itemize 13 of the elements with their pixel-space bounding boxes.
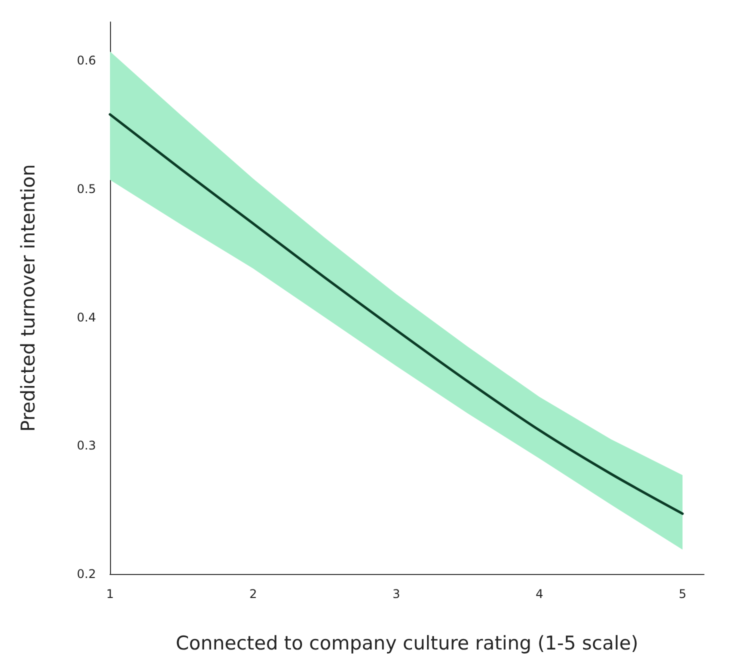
x-tick-label: 5	[678, 587, 686, 601]
y-tick-label: 0.2	[76, 567, 96, 581]
x-tick-label: 3	[392, 587, 400, 601]
y-tick-label: 0.6	[76, 54, 96, 68]
y-axis-title: Predicted turnover intention	[18, 164, 40, 432]
y-tick-label: 0.3	[76, 438, 96, 453]
y-tick-label: 0.5	[76, 182, 96, 196]
y-tick-label: 0.4	[76, 310, 96, 324]
x-tick-label: 2	[249, 587, 257, 601]
x-axis-title: Connected to company culture rating (1-5 scale)	[176, 632, 638, 654]
line-series	[108, 113, 684, 515]
x-tick-label: 1	[106, 587, 114, 601]
x-tick-label: 4	[536, 587, 544, 601]
